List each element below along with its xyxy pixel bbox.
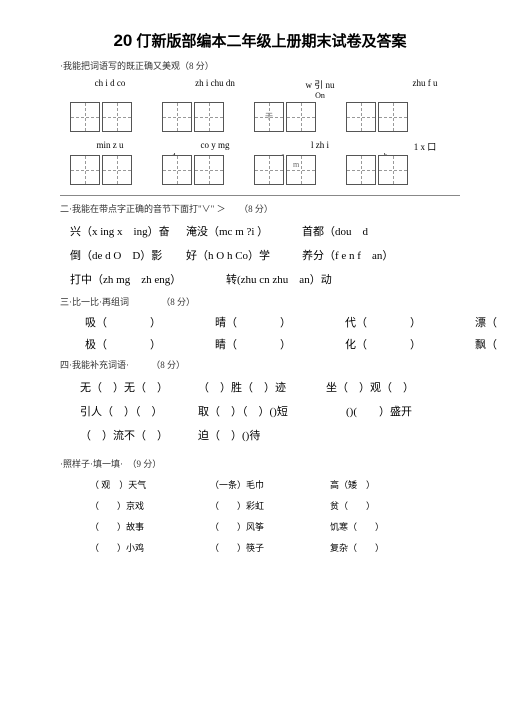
sec4-row-2: 引人（ ）（ ） 取（ ）（ ）()短 ()( ）盛开 <box>80 403 460 419</box>
sec5-row: （ ）京戏 （ ）彩虹 贫（ ） <box>90 499 460 512</box>
sec2-item: 好（h O h Co）学 <box>186 247 296 263</box>
sec2-item: 打中（zh mg zh eng） <box>70 271 220 287</box>
section5-head: ·照样子·填一填· （9 分） <box>60 457 460 470</box>
pinyin-label: l zh i q <box>285 140 355 153</box>
pinyin-label: co y mg d <box>180 140 250 153</box>
sec3-row: 吸（ ） 晴（ ） 代（ ） 漂（ ） <box>85 314 460 330</box>
sec3-row: 极（ ） 睛（ ） 化（ ） 飘（ ） <box>85 336 460 352</box>
pinyin-row-2: min z u co y mg d l zh i q 1 x 口 b <box>75 140 460 153</box>
section4-head: 四·我能补充词语· （8 分） <box>60 358 460 371</box>
divider <box>60 195 460 196</box>
sec2-item: 首都（dou d <box>302 223 412 239</box>
pinyin-label: ch i d co <box>75 78 145 100</box>
tianzige-row-2: m <box>70 155 460 185</box>
sec4-row-1: 无（ ）无（ ） （ ）胜（ ）迹 坐（ ）观（ ） <box>80 379 460 395</box>
section3-head: 三·比一比·再组词 （8 分） <box>60 295 460 308</box>
sec2-item: 养分（f e n f an） <box>302 247 412 263</box>
sec5-row: （ 观 ）天气 （一条）毛巾 高（矮 ） <box>90 478 460 491</box>
title-prefix: 20 <box>113 31 132 50</box>
sec4-row-3: （ ）流不（ ） 迫（ ）()待 <box>80 427 460 443</box>
sec5-row: （ ）故事 （ ）风筝 饥寒（ ） <box>90 520 460 533</box>
pinyin-label: 1 x 口 b <box>390 140 460 153</box>
tianzige-row-1: 干 <box>70 102 460 132</box>
sec2-line-3: 打中（zh mg zh eng） 转(zhu cn zhu an）动 <box>70 271 460 287</box>
pinyin-row-1: ch i d co zh i chu dn w 引 nu On zhu f u <box>75 78 460 100</box>
sec2-item: 兴（x ing x ing）奋 <box>70 223 180 239</box>
section5-body: （ 观 ）天气 （一条）毛巾 高（矮 ） （ ）京戏 （ ）彩虹 贫（ ） （ … <box>90 478 460 554</box>
sec2-line-2: 倒（de d O D）影 好（h O h Co）学 养分（f e n f an） <box>70 247 460 263</box>
sec5-row: （ ）小鸡 （ ）筷子 复杂（ ） <box>90 541 460 554</box>
section3-body: 吸（ ） 晴（ ） 代（ ） 漂（ ） 极（ ） 睛（ ） 化（ ） 飘（ ） <box>60 314 460 352</box>
sec2-line-1: 兴（x ing x ing）奋 淹没（mc m ?i ） 首都（dou d <box>70 223 460 239</box>
pinyin-label: zhu f u <box>390 78 460 100</box>
sec2-item: 倒（de d O D）影 <box>70 247 180 263</box>
pinyin-label: min z u <box>75 140 145 153</box>
title-rest: 仃新版部编本二年级上册期末试卷及答案 <box>132 33 406 50</box>
pinyin-label: zh i chu dn <box>180 78 250 100</box>
pinyin-label: w 引 nu On <box>285 78 355 100</box>
section1-head: ·我能把词语写的既正确又美观（8 分） <box>60 59 460 72</box>
sec2-item: 转(zhu cn zhu an）动 <box>226 271 336 287</box>
page-title: 20 仃新版部编本二年级上册期末试卷及答案 <box>60 30 460 51</box>
section2-head: 二·我能在带点字正确的音节下面打"∨" ＞ （8 分） <box>60 202 460 215</box>
sec2-item: 淹没（mc m ?i ） <box>186 223 296 239</box>
